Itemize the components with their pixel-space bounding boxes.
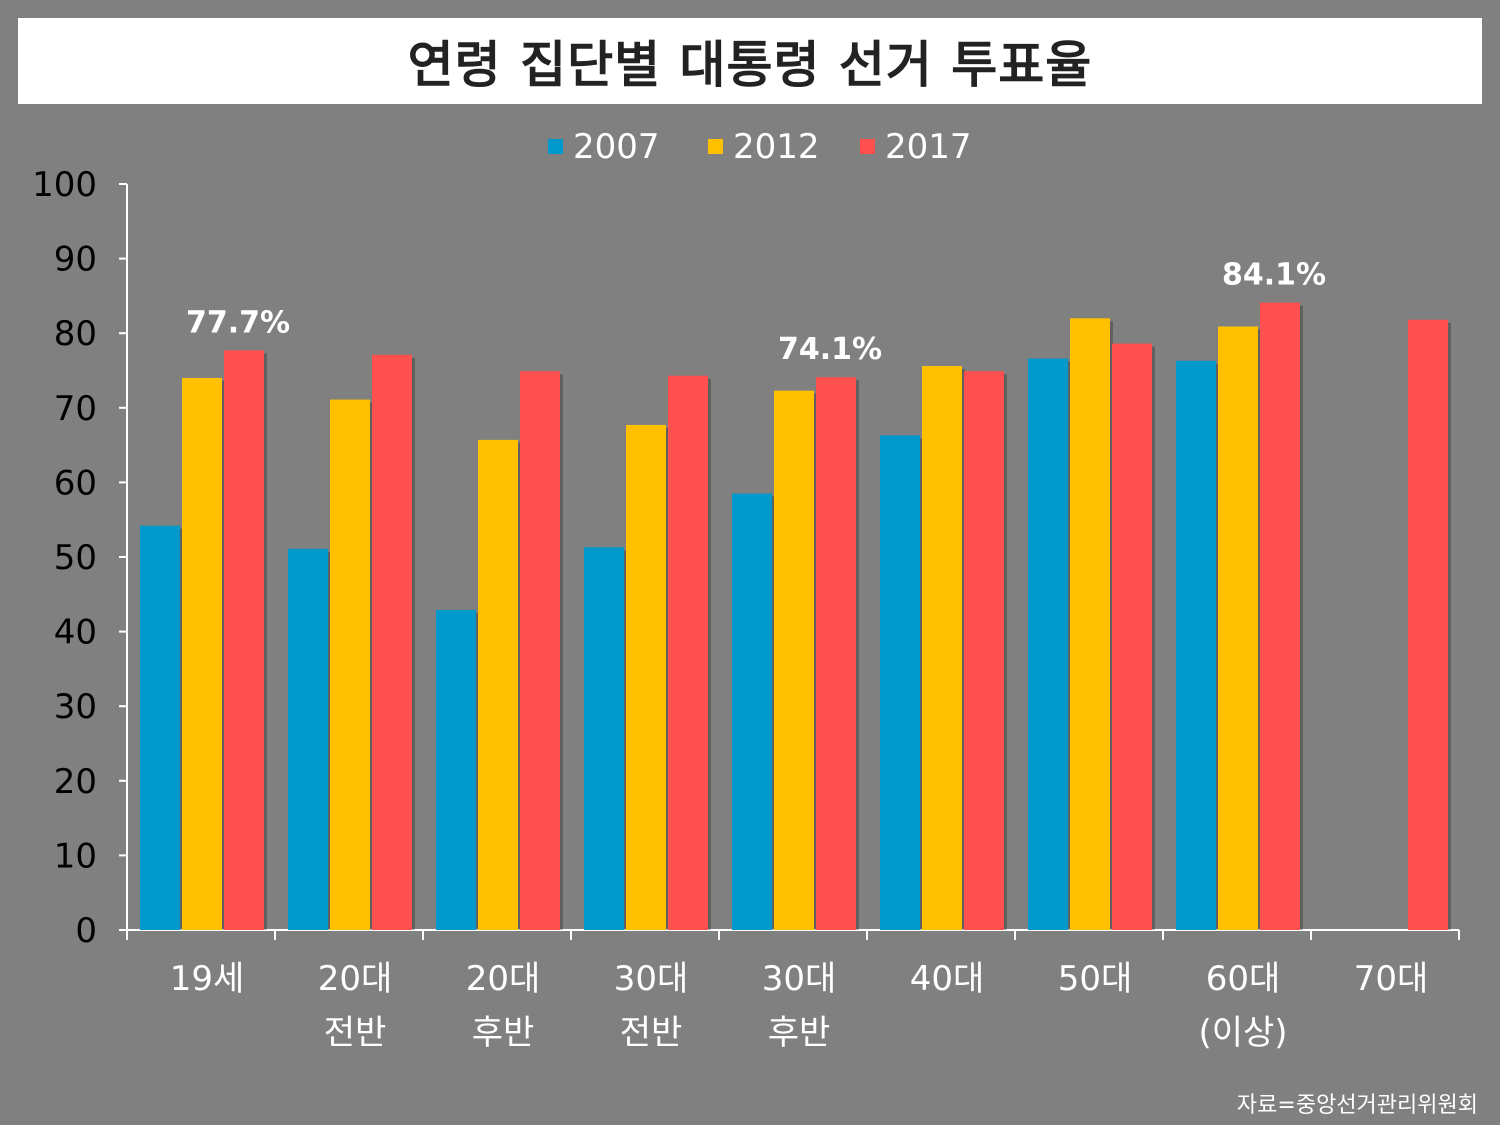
- data-label: 74.1%: [778, 332, 882, 367]
- legend-label-2007: 2007: [573, 127, 660, 167]
- bar-2012: [1218, 326, 1258, 931]
- y-tick-label: 10: [54, 836, 97, 876]
- y-tick-label: 60: [54, 463, 97, 503]
- bar-2017: [224, 350, 264, 930]
- bar-2017: [520, 371, 560, 931]
- bar-2017: [816, 377, 856, 930]
- bar-2007: [880, 435, 920, 930]
- x-tick-label: 60대: [1206, 959, 1281, 999]
- bar-2012: [922, 366, 962, 930]
- bar-2012: [182, 377, 222, 931]
- data-label: 84.1%: [1222, 258, 1326, 293]
- bar-2012: [478, 439, 518, 930]
- bar-2017: [372, 354, 412, 931]
- bar-2017: [964, 371, 1004, 931]
- bar-2007: [436, 609, 476, 930]
- x-tick-label: 후반: [472, 1013, 535, 1053]
- data-labels: 77.7% 74.1% 84.1%: [186, 258, 1326, 368]
- bar-2017: [1112, 343, 1152, 930]
- bar-2007: [1028, 358, 1068, 931]
- y-tick-label: 70: [54, 389, 97, 429]
- x-tick-label: 후반: [768, 1013, 831, 1053]
- bar-2012: [1070, 318, 1110, 930]
- bar-2017: [1408, 319, 1448, 931]
- chart-title: 연령 집단별 대통령 선거 투표율: [407, 36, 1093, 94]
- x-tick-label: 20대: [318, 959, 393, 999]
- x-tick-label: 19세: [170, 959, 245, 999]
- x-tick-label: 40대: [910, 959, 985, 999]
- y-tick-label: 100: [32, 165, 97, 205]
- x-tick-label: 50대: [1058, 959, 1133, 999]
- bar-2012: [330, 399, 370, 930]
- bar-2017: [668, 375, 708, 930]
- y-tick-label: 40: [54, 613, 97, 653]
- bar-2007: [732, 493, 772, 930]
- y-tick-label: 90: [54, 240, 97, 280]
- chart-title-box: 연령 집단별 대통령 선거 투표율: [18, 18, 1482, 104]
- bar-2012: [626, 424, 666, 930]
- x-tick-label: (이상): [1198, 1013, 1287, 1053]
- legend-swatch-2017: [860, 139, 875, 154]
- y-tick-label: 30: [54, 687, 97, 727]
- x-tick-label: 30대: [614, 959, 689, 999]
- y-tick-label: 20: [54, 762, 97, 802]
- x-tick-label: 전반: [620, 1013, 683, 1053]
- legend-swatch-2012: [708, 139, 723, 154]
- bar-2007: [140, 525, 180, 930]
- data-label: 77.7%: [186, 305, 290, 340]
- bar-2007: [584, 547, 624, 930]
- bar-2017: [1260, 302, 1300, 930]
- source-note: 자료=중앙선거관리위원회: [1236, 1093, 1478, 1118]
- legend-swatch-2007: [548, 139, 563, 154]
- x-tick-label: 30대: [762, 959, 837, 999]
- legend-label-2017: 2017: [885, 127, 972, 167]
- x-tick-label: 20대: [466, 959, 541, 999]
- bars: [140, 302, 1451, 931]
- y-tick-label: 0: [75, 911, 97, 951]
- y-tick-label: 50: [54, 538, 97, 578]
- bar-2007: [1176, 360, 1216, 930]
- legend-label-2012: 2012: [733, 127, 820, 167]
- y-tick-label: 80: [54, 314, 97, 354]
- bar-2007: [288, 548, 328, 930]
- bar-2012: [774, 390, 814, 931]
- x-tick-label: 70대: [1354, 959, 1429, 999]
- legend: 2007 2012 2017: [548, 127, 972, 167]
- x-tick-label: 전반: [324, 1013, 387, 1053]
